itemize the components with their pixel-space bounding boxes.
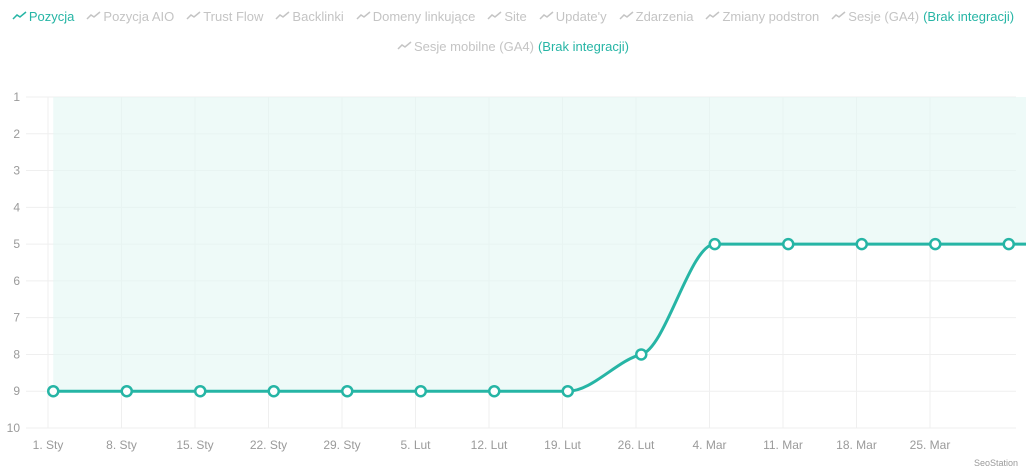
x-tick-label: 4. Mar <box>692 438 726 452</box>
y-tick-label: 3 <box>13 164 20 178</box>
data-point[interactable] <box>488 384 501 398</box>
data-point[interactable] <box>414 384 427 398</box>
data-point[interactable] <box>267 384 280 398</box>
x-tick-label: 25. Mar <box>910 438 951 452</box>
legend-row-2: Sesje mobilne (GA4) (Brak integracji) <box>0 31 1026 61</box>
line-chart-icon <box>356 11 371 20</box>
y-tick-label: 4 <box>13 200 20 214</box>
y-tick-label: 8 <box>13 347 20 361</box>
x-tick-label: 22. Sty <box>250 438 287 452</box>
y-tick-label: 9 <box>13 384 20 398</box>
data-point[interactable] <box>855 237 868 251</box>
line-chart-icon <box>705 11 720 20</box>
data-point[interactable] <box>341 384 354 398</box>
legend-item-pozycja[interactable]: Pozycja <box>12 8 75 24</box>
position-series-line <box>53 242 1026 393</box>
legend-item-label: Sesje (GA4) <box>848 8 920 24</box>
line-chart-icon <box>275 11 290 20</box>
line-chart-icon <box>86 11 101 20</box>
legend-item-label: Sesje mobilne (GA4) <box>414 38 534 54</box>
data-point[interactable] <box>561 384 574 398</box>
y-tick-label: 5 <box>13 237 20 251</box>
legend-item-label: Domeny linkujące <box>372 8 476 24</box>
data-point[interactable] <box>47 384 60 398</box>
x-tick-label: 18. Mar <box>836 438 877 452</box>
line-chart-icon <box>186 11 201 20</box>
y-tick-label: 7 <box>13 311 20 325</box>
x-tick-label: 15. Sty <box>176 438 213 452</box>
legend-item-label: Pozycja <box>28 8 75 24</box>
data-point[interactable] <box>1002 237 1015 251</box>
x-tick-label: 1. Sty <box>33 438 64 452</box>
legend-item-label: Zdarzenia <box>635 8 694 24</box>
legend-item-label: Backlinki <box>292 8 344 24</box>
legend-item-backlinki[interactable]: Backlinki <box>275 8 344 24</box>
line-chart-icon <box>619 11 634 20</box>
data-point[interactable] <box>120 384 133 398</box>
x-tick-label: 12. Lut <box>471 438 508 452</box>
line-chart-icon <box>831 11 846 20</box>
x-tick-label: 5. Lut <box>400 438 431 452</box>
line-chart-icon <box>12 11 27 20</box>
line-chart-icon <box>397 41 412 50</box>
data-point[interactable] <box>708 237 721 251</box>
legend-item-label: Pozycja AIO <box>103 8 175 24</box>
legend-item-label: Update'y <box>555 8 607 24</box>
legend-item-trust-flow[interactable]: Trust Flow <box>186 9 263 24</box>
chart-legend: Pozycja Pozycja AIO Trust Flow Backlinki Dom… <box>0 0 1026 61</box>
legend-item-label: Trust Flow <box>203 8 264 24</box>
data-point[interactable] <box>194 384 207 398</box>
x-tick-label: 8. Sty <box>106 438 137 452</box>
data-point[interactable] <box>635 348 648 361</box>
integration-note: (Brak integracji) <box>537 38 629 54</box>
chart-credit: SeoStation <box>973 458 1018 468</box>
legend-item-pozycja-aio[interactable]: Pozycja AIO <box>86 9 174 24</box>
x-axis-tick-labels: 1. Sty 8. Sty 15. Sty 22. Sty 29. Sty 5. Lut 1… <box>33 438 951 452</box>
y-tick-label: 1 <box>13 90 20 104</box>
line-chart-icon <box>487 11 502 20</box>
y-tick-label: 6 <box>13 274 20 288</box>
y-tick-label: 2 <box>13 127 20 141</box>
legend-item-sesje-mobilne-ga4[interactable]: Sesje mobilne (GA4) (Brak integracji) <box>397 39 629 54</box>
legend-item-update-y[interactable]: Update'y <box>539 9 607 24</box>
integration-note: (Brak integracji) <box>923 8 1015 24</box>
x-tick-label: 11. Mar <box>763 438 803 452</box>
x-tick-label: 26. Lut <box>618 438 655 452</box>
data-point[interactable] <box>929 237 942 251</box>
data-point[interactable] <box>782 237 795 251</box>
legend-row-1: Pozycja Pozycja AIO Trust Flow Backlinki Dom… <box>0 1 1026 31</box>
y-axis-tick-labels: 1 2 3 4 5 6 7 8 9 10 <box>7 90 21 435</box>
position-points <box>47 237 1015 398</box>
legend-item-zmiany-podstron[interactable]: Zmiany podstron <box>705 9 819 24</box>
x-tick-label: 19. Lut <box>544 438 581 452</box>
y-tick-label: 10 <box>7 421 21 435</box>
legend-item-zdarzenia[interactable]: Zdarzenia <box>619 8 694 24</box>
x-tick-label: 29. Sty <box>323 438 360 452</box>
legend-item-label: Site <box>504 8 527 24</box>
legend-item-sesje-ga4[interactable]: Sesje (GA4) (Brak integracji) <box>831 9 1014 24</box>
line-chart-icon <box>539 11 554 20</box>
position-area-fill <box>53 97 1026 392</box>
legend-item-domeny-linkujace[interactable]: Domeny linkujące <box>356 8 476 24</box>
legend-item-label: Zmiany podstron <box>722 8 820 24</box>
legend-item-site[interactable]: Site <box>487 8 527 24</box>
